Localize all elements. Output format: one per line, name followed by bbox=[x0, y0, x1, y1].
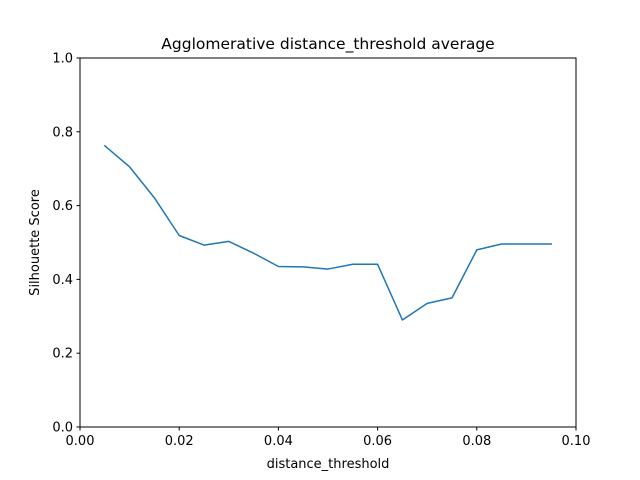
chart-title: Agglomerative distance_threshold average bbox=[161, 35, 494, 54]
x-tick-label: 0.00 bbox=[66, 434, 95, 449]
series-group bbox=[103, 144, 552, 321]
y-tick-label: 0.8 bbox=[52, 125, 73, 140]
y-axis-ticks: 0.0 0.2 0.4 0.6 0.8 1.0 bbox=[52, 52, 80, 436]
y-tick-label: 0.0 bbox=[52, 421, 73, 436]
x-tick-label: 0.08 bbox=[462, 434, 491, 449]
series-line bbox=[103, 144, 552, 321]
y-tick-label: 0.4 bbox=[52, 273, 73, 288]
x-axis-ticks: 0.00 0.02 0.04 0.06 0.08 0.10 bbox=[66, 427, 591, 449]
plot-frame bbox=[79, 57, 577, 428]
x-axis-label: distance_threshold bbox=[267, 457, 390, 472]
y-tick-label: 0.2 bbox=[52, 347, 73, 362]
x-tick-label: 0.06 bbox=[363, 434, 392, 449]
x-tick-label: 0.02 bbox=[165, 434, 194, 449]
y-axis-label: Silhouette Score bbox=[28, 189, 43, 296]
x-tick-label: 0.10 bbox=[562, 434, 591, 449]
x-tick-label: 0.04 bbox=[264, 434, 293, 449]
y-tick-label: 0.6 bbox=[52, 199, 73, 214]
y-tick-label: 1.0 bbox=[52, 52, 73, 67]
